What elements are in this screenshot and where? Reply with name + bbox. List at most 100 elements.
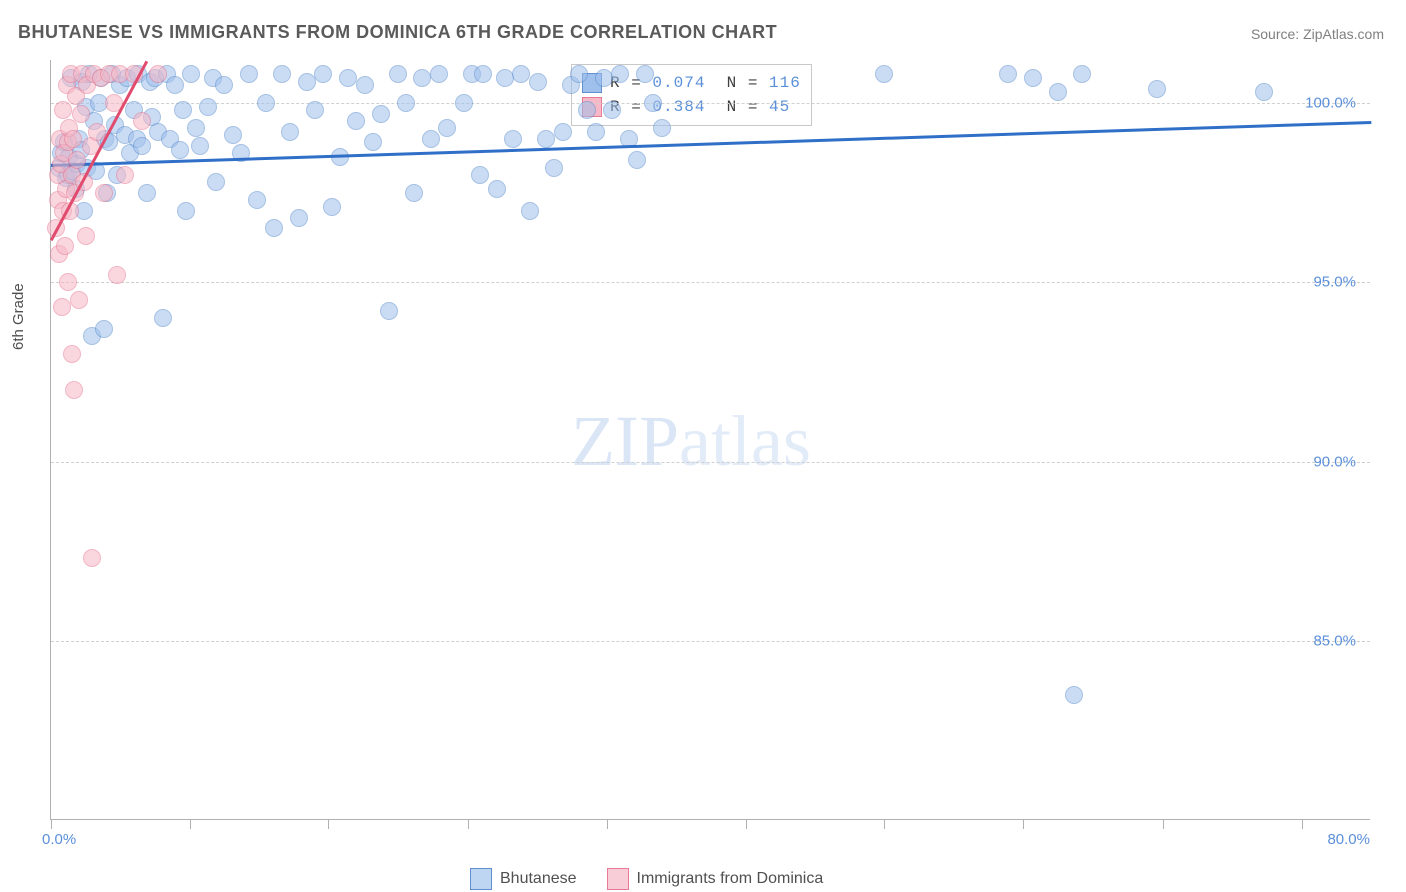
data-point xyxy=(138,184,156,202)
x-tick xyxy=(1302,819,1303,829)
y-axis-label: 6th Grade xyxy=(10,283,27,350)
data-point xyxy=(207,173,225,191)
data-point xyxy=(95,184,113,202)
source-attribution: Source: ZipAtlas.com xyxy=(1251,26,1384,42)
data-point xyxy=(177,202,195,220)
x-tick xyxy=(468,819,469,829)
data-point xyxy=(77,227,95,245)
data-point xyxy=(1148,80,1166,98)
data-point xyxy=(116,166,134,184)
data-point xyxy=(187,119,205,137)
gridline xyxy=(51,641,1370,642)
data-point xyxy=(273,65,291,83)
data-point xyxy=(63,345,81,363)
data-point xyxy=(54,101,72,119)
data-point xyxy=(191,137,209,155)
data-point xyxy=(68,151,86,169)
x-tick xyxy=(607,819,608,829)
legend: Bhutanese Immigrants from Dominica xyxy=(470,868,823,890)
data-point xyxy=(306,101,324,119)
data-point xyxy=(166,76,184,94)
legend-item: Bhutanese xyxy=(470,868,577,890)
data-point xyxy=(199,98,217,116)
data-point xyxy=(628,151,646,169)
data-point xyxy=(65,381,83,399)
x-tick xyxy=(328,819,329,829)
x-tick xyxy=(746,819,747,829)
legend-swatch xyxy=(607,868,629,890)
data-point xyxy=(149,65,167,83)
x-tick xyxy=(884,819,885,829)
data-point xyxy=(257,94,275,112)
data-point xyxy=(154,309,172,327)
data-point xyxy=(587,123,605,141)
gridline xyxy=(51,282,1370,283)
data-point xyxy=(603,101,621,119)
plot-area: ZIPatlas R = 0.074 N = 116R = 0.384 N = … xyxy=(50,60,1370,820)
data-point xyxy=(72,105,90,123)
data-point xyxy=(380,302,398,320)
data-point xyxy=(636,65,654,83)
data-point xyxy=(875,65,893,83)
data-point xyxy=(70,291,88,309)
data-point xyxy=(108,266,126,284)
data-point xyxy=(64,130,82,148)
data-point xyxy=(504,130,522,148)
data-point xyxy=(545,159,563,177)
x-tick xyxy=(51,819,52,829)
data-point xyxy=(356,76,374,94)
data-point xyxy=(364,133,382,151)
data-point xyxy=(314,65,332,83)
data-point xyxy=(248,191,266,209)
data-point xyxy=(347,112,365,130)
data-point xyxy=(290,209,308,227)
data-point xyxy=(240,65,258,83)
x-tick xyxy=(1163,819,1164,829)
data-point xyxy=(554,123,572,141)
data-point xyxy=(224,126,242,144)
legend-swatch xyxy=(470,868,492,890)
data-point xyxy=(397,94,415,112)
data-point xyxy=(133,137,151,155)
data-point xyxy=(53,298,71,316)
data-point xyxy=(537,130,555,148)
data-point xyxy=(1255,83,1273,101)
data-point xyxy=(496,69,514,87)
x-tick xyxy=(190,819,191,829)
data-point xyxy=(570,65,588,83)
data-point xyxy=(1049,83,1067,101)
chart-area: ZIPatlas R = 0.074 N = 116R = 0.384 N = … xyxy=(50,60,1370,820)
data-point xyxy=(56,237,74,255)
data-point xyxy=(171,141,189,159)
data-point xyxy=(83,549,101,567)
y-tick-label: 90.0% xyxy=(1313,453,1356,470)
data-point xyxy=(512,65,530,83)
y-tick-label: 100.0% xyxy=(1305,95,1356,112)
data-point xyxy=(430,65,448,83)
data-point xyxy=(578,101,596,119)
data-point xyxy=(1065,686,1083,704)
y-tick-label: 85.0% xyxy=(1313,632,1356,649)
data-point xyxy=(999,65,1017,83)
data-point xyxy=(653,119,671,137)
data-point xyxy=(372,105,390,123)
data-point xyxy=(389,65,407,83)
gridline xyxy=(51,462,1370,463)
data-point xyxy=(1024,69,1042,87)
data-point xyxy=(595,69,613,87)
data-point xyxy=(413,69,431,87)
x-tick-min: 0.0% xyxy=(42,831,76,848)
data-point xyxy=(95,320,113,338)
data-point xyxy=(174,101,192,119)
legend-item: Immigrants from Dominica xyxy=(607,868,824,890)
data-point xyxy=(488,180,506,198)
x-tick xyxy=(1023,819,1024,829)
data-point xyxy=(405,184,423,202)
data-point xyxy=(339,69,357,87)
data-point xyxy=(529,73,547,91)
gridline xyxy=(51,103,1370,104)
data-point xyxy=(215,76,233,94)
data-point xyxy=(644,94,662,112)
data-point xyxy=(323,198,341,216)
data-point xyxy=(1073,65,1091,83)
